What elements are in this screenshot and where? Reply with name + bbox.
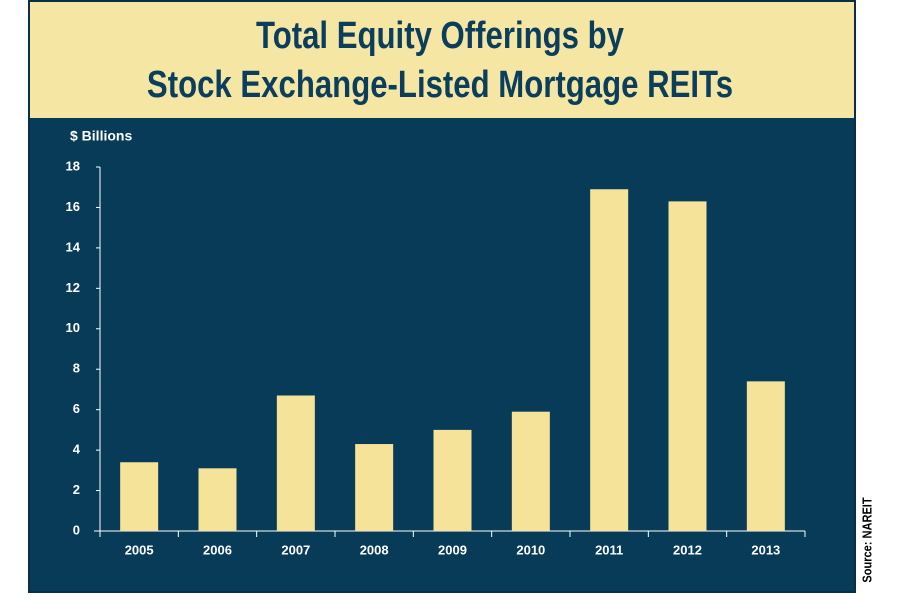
x-tick-label: 2006 [203, 542, 232, 557]
x-tick-label: 2008 [360, 542, 389, 557]
x-tick-label: 2007 [281, 542, 310, 557]
y-tick-label: 10 [66, 320, 80, 335]
bar [511, 411, 550, 531]
x-tick-label: 2012 [673, 542, 702, 557]
y-tick-label: 16 [66, 199, 80, 214]
x-tick-label: 2013 [751, 542, 780, 557]
y-tick-label: 6 [73, 401, 80, 416]
bar [355, 444, 394, 531]
bar [198, 468, 237, 531]
chart-title: Total Equity Offerings by [256, 15, 625, 57]
source-note: Source: NAREIT [860, 497, 875, 583]
y-tick-label: 18 [66, 158, 80, 173]
bar [746, 381, 785, 531]
y-tick-label: 12 [66, 280, 80, 295]
y-tick-label: 14 [66, 239, 81, 254]
x-tick-label: 2010 [516, 542, 545, 557]
y-tick-label: 8 [73, 361, 80, 376]
chart-title: Stock Exchange-Listed Mortgage REITs [147, 64, 733, 106]
y-tick-label: 2 [73, 482, 80, 497]
bar [590, 189, 629, 531]
bar [276, 395, 315, 531]
y-axis-label: $ Billions [70, 128, 132, 144]
title-band [30, 2, 854, 118]
bar [433, 429, 472, 531]
bar [668, 201, 707, 531]
y-tick-label: 0 [73, 522, 80, 537]
bar [120, 462, 159, 531]
x-tick-label: 2011 [595, 542, 623, 557]
x-tick-label: 2005 [125, 542, 154, 557]
y-tick-label: 4 [73, 442, 81, 457]
title-group: Total Equity Offerings by Stock Exchange… [147, 15, 733, 106]
x-tick-label: 2009 [438, 542, 467, 557]
